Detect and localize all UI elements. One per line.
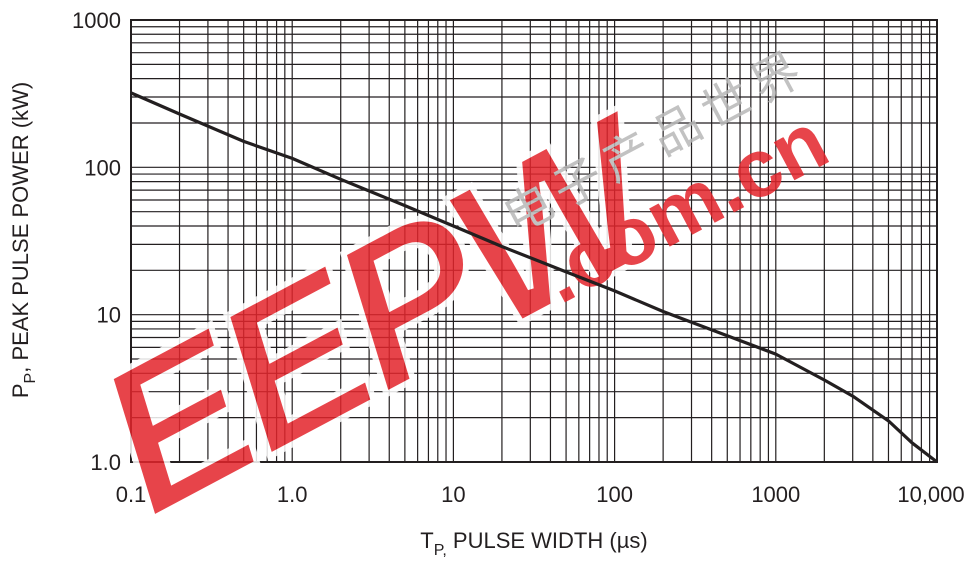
y-axis-title: PP, PEAK PULSE POWER (kW) <box>8 82 39 398</box>
y-tick-label: 1.0 <box>90 450 121 475</box>
plot-frame <box>130 19 938 463</box>
x-tick-label: 0.1 <box>116 482 147 507</box>
y-tick-labels: 1.0 10 100 1000 <box>72 8 121 475</box>
x-tick-label: 100 <box>596 482 633 507</box>
x-tick-labels: 0.1 1.0 10 100 1000 10,000 <box>116 482 965 507</box>
x-tick-label: 10,000 <box>897 482 964 507</box>
chart-grid <box>130 20 937 463</box>
y-tick-label: 100 <box>84 155 121 180</box>
x-axis-title: TP, PULSE WIDTH (µs) <box>420 528 647 559</box>
x-tick-label: 1000 <box>751 482 800 507</box>
x-tick-label: 10 <box>441 482 465 507</box>
x-tick-label: 1.0 <box>277 482 308 507</box>
y-tick-label: 10 <box>97 303 121 328</box>
data-series-line <box>130 91 938 464</box>
y-tick-label: 1000 <box>72 8 121 33</box>
